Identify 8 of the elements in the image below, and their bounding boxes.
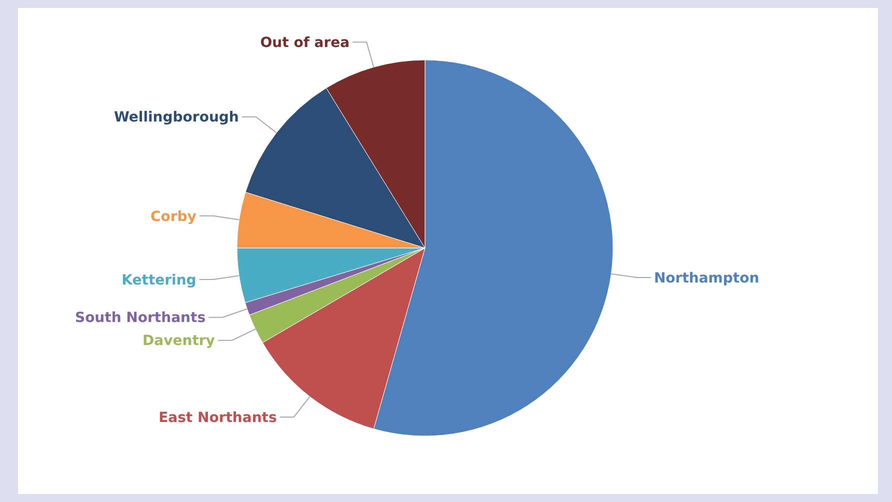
slice-label: Out of area bbox=[260, 35, 350, 52]
slice-label: Kettering bbox=[122, 272, 196, 288]
slice-label: Daventry bbox=[142, 333, 215, 350]
slice-label: Corby bbox=[150, 208, 196, 225]
slice-label: Wellingborough bbox=[114, 110, 239, 126]
slice-label: South Northants bbox=[74, 310, 206, 326]
slice-label: Northampton bbox=[654, 270, 760, 286]
slice-label: East Northants bbox=[158, 410, 277, 426]
